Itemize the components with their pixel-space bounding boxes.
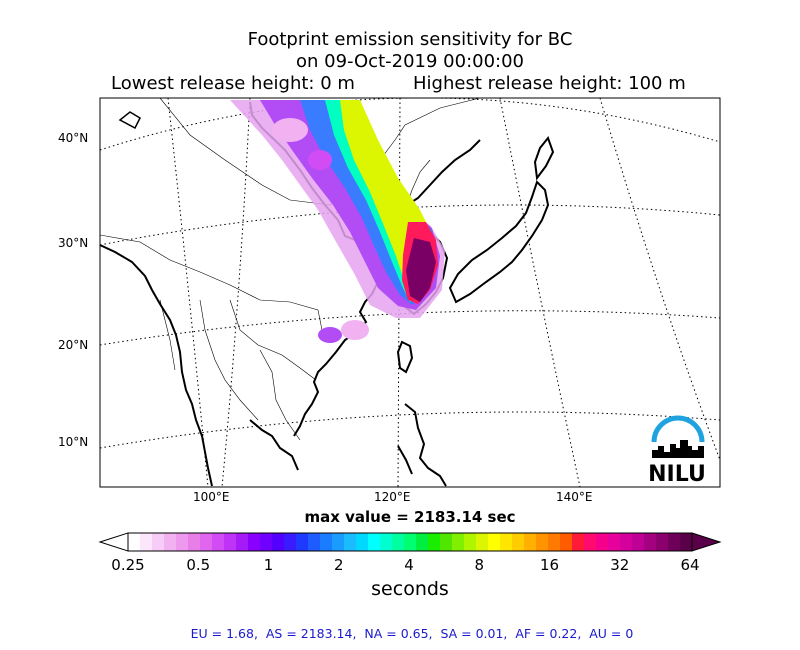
colorbar-swatch xyxy=(680,533,693,551)
lowest-release-height: Lowest release height: 0 m xyxy=(111,73,355,94)
colorbar-swatch xyxy=(236,533,249,551)
colorbar-swatch xyxy=(380,533,393,551)
colorbar-swatch xyxy=(512,533,525,551)
highest-release-height: Highest release height: 100 m xyxy=(413,73,686,94)
colorbar-swatch xyxy=(488,533,501,551)
colorbar-swatch xyxy=(272,533,285,551)
colorbar-swatch xyxy=(152,533,165,551)
region-summary: EU = 1.68, AS = 2183.14, NA = 0.65, SA =… xyxy=(190,626,634,641)
colorbar-swatch xyxy=(164,533,177,551)
colorbar-swatch xyxy=(296,533,309,551)
colorbar-swatch xyxy=(620,533,633,551)
colorbar-swatch xyxy=(284,533,297,551)
colorbar-left-arrow xyxy=(98,532,129,552)
map-title: Footprint emission sensitivity for BC xyxy=(247,29,573,50)
colorbar-swatch xyxy=(356,533,369,551)
nilu-logo: NILU xyxy=(648,415,706,487)
logo-text: NILU xyxy=(648,462,706,487)
graticule xyxy=(100,98,720,487)
colorbar-swatch xyxy=(476,533,489,551)
lon-label-140e: 140°E xyxy=(556,490,593,504)
colorbar-swatch xyxy=(344,533,357,551)
colorbar-tick-label: 4 xyxy=(404,556,414,574)
colorbar-swatch xyxy=(416,533,429,551)
colorbar-swatch xyxy=(428,533,441,551)
colorbar-tick-label: 32 xyxy=(610,556,630,574)
colorbar-right-arrow xyxy=(691,532,722,552)
colorbar-label: seconds xyxy=(371,578,449,600)
colorbar-swatch xyxy=(584,533,597,551)
colorbar-tick-label: 1 xyxy=(263,556,274,574)
colorbar-swatch xyxy=(440,533,453,551)
colorbar-swatch xyxy=(224,533,237,551)
max-value: max value = 2183.14 sec xyxy=(304,508,516,526)
logo-arc xyxy=(651,415,705,443)
lat-label-30n: 30°N xyxy=(58,236,89,250)
colorbar-swatch xyxy=(248,533,261,551)
colorbar-swatch xyxy=(392,533,405,551)
colorbar-swatch xyxy=(596,533,609,551)
colorbar-swatch xyxy=(608,533,621,551)
colorbar-swatch xyxy=(536,533,549,551)
colorbar-swatch xyxy=(320,533,333,551)
colorbar-swatch xyxy=(668,533,681,551)
colorbar-swatch xyxy=(200,533,213,551)
colorbar-swatch xyxy=(548,533,561,551)
map-date: on 09-Oct-2019 00:00:00 xyxy=(295,51,525,72)
colorbar-swatch xyxy=(308,533,321,551)
coastlines xyxy=(100,101,555,487)
colorbar-swatch xyxy=(500,533,513,551)
colorbar-swatch xyxy=(332,533,345,551)
colorbar-swatch xyxy=(644,533,657,551)
colorbar-swatch xyxy=(260,533,273,551)
lon-label-120e: 120°E xyxy=(374,490,411,504)
colorbar-swatch xyxy=(176,533,189,551)
colorbar xyxy=(98,532,722,552)
colorbar-swatch xyxy=(524,533,537,551)
colorbar-swatch xyxy=(368,533,381,551)
lat-label-10n: 10°N xyxy=(58,435,89,449)
colorbar-tick-label: 0.5 xyxy=(186,556,211,574)
colorbar-swatch xyxy=(452,533,465,551)
lat-label-40n: 40°N xyxy=(58,131,89,145)
country-borders xyxy=(100,98,481,441)
footprint-plume xyxy=(230,100,445,343)
colorbar-swatch xyxy=(212,533,225,551)
colorbar-swatch xyxy=(140,533,153,551)
colorbar-swatch xyxy=(560,533,573,551)
colorbar-swatch xyxy=(572,533,585,551)
colorbar-swatch xyxy=(632,533,645,551)
colorbar-swatch xyxy=(128,533,141,551)
colorbar-swatch xyxy=(188,533,201,551)
colorbar-tick-label: 16 xyxy=(539,556,560,574)
colorbar-tick-label: 0.25 xyxy=(111,556,145,574)
logo-skyline xyxy=(652,440,704,458)
colorbar-swatch xyxy=(656,533,669,551)
colorbar-tick-label: 64 xyxy=(680,556,700,574)
colorbar-tick-label: 2 xyxy=(333,556,344,574)
lat-label-20n: 20°N xyxy=(58,338,89,352)
colorbar-swatch xyxy=(464,533,477,551)
lon-label-100e: 100°E xyxy=(193,490,230,504)
colorbar-tick-label: 8 xyxy=(474,556,485,574)
colorbar-swatch xyxy=(404,533,417,551)
